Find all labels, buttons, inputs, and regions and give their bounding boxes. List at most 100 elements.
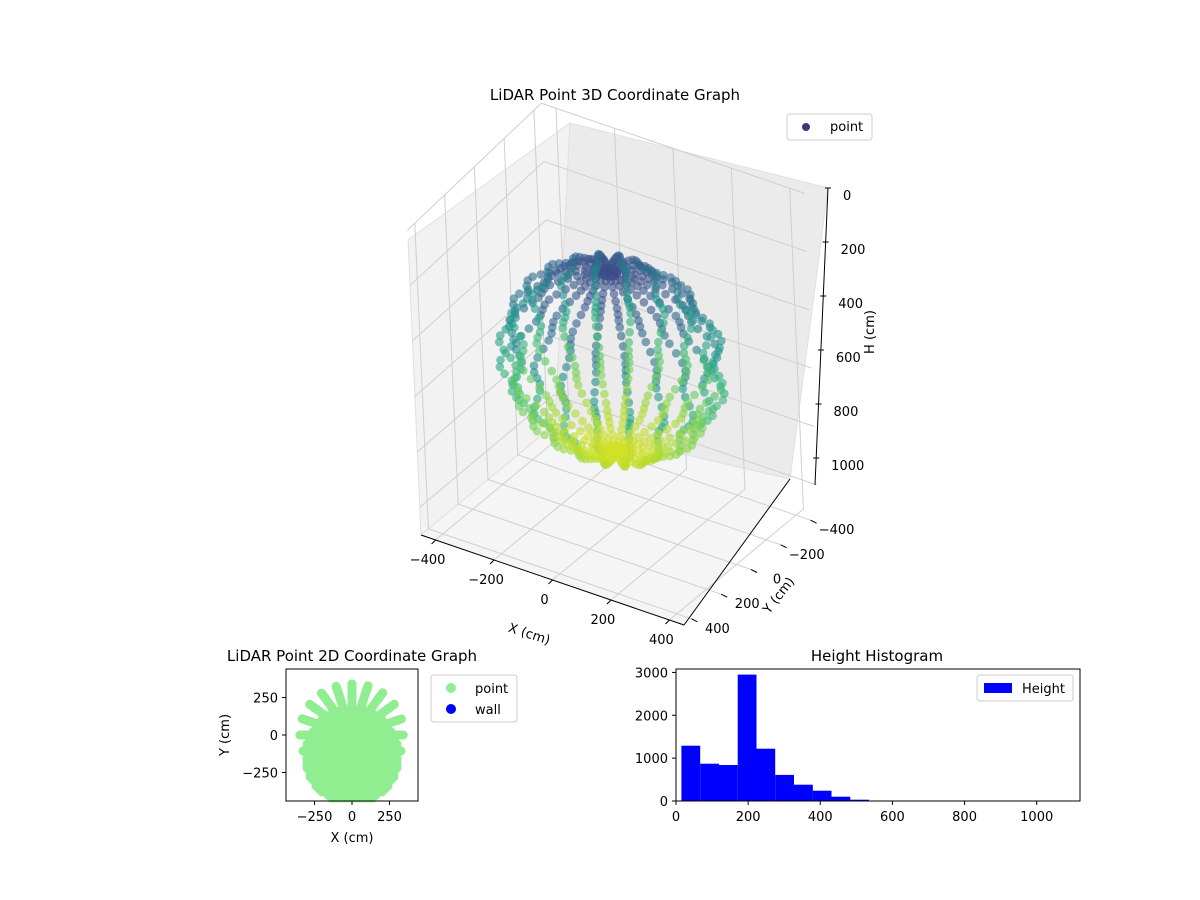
data-point-3d bbox=[560, 427, 569, 436]
y-axis-line bbox=[683, 478, 791, 626]
chart-2d-title: LiDAR Point 2D Coordinate Graph bbox=[227, 647, 477, 665]
data-point-3d bbox=[654, 429, 663, 439]
data-point-3d bbox=[536, 270, 546, 279]
data-point-3d bbox=[705, 319, 714, 328]
y-tick-label-3d: −200 bbox=[789, 548, 825, 563]
data-point-3d bbox=[665, 392, 674, 402]
legend-2d: point wall bbox=[430, 674, 518, 723]
data-point-3d bbox=[717, 336, 726, 346]
data-point-3d bbox=[677, 376, 686, 386]
y-tick-mark-3d bbox=[691, 618, 698, 623]
data-point-3d bbox=[681, 436, 690, 446]
data-point-3d bbox=[699, 355, 708, 365]
data-point-3d bbox=[558, 414, 567, 424]
data-point-3d bbox=[641, 337, 651, 347]
data-point-3d bbox=[660, 310, 669, 319]
x-tick-label-hist: 800 bbox=[952, 810, 977, 825]
data-point-3d bbox=[625, 327, 634, 337]
data-point-3d bbox=[631, 422, 640, 431]
z-axis-line bbox=[814, 187, 829, 486]
data-point-3d bbox=[554, 259, 564, 268]
data-point-3d bbox=[541, 391, 551, 400]
data-point-3d bbox=[603, 406, 612, 415]
z-tick-label-3d: 200 bbox=[841, 243, 866, 258]
legend-2d-marker-point bbox=[446, 683, 456, 693]
z-tick-label-3d: 0 bbox=[843, 189, 851, 204]
data-point-3d bbox=[558, 394, 568, 403]
x-tick-label-3d: 200 bbox=[591, 613, 616, 628]
data-point-3d bbox=[683, 361, 692, 370]
data-point-3d bbox=[624, 365, 634, 375]
x-tick-label-2d: −250 bbox=[297, 810, 333, 825]
z-tick-label-3d: 800 bbox=[834, 405, 859, 420]
data-point-3d bbox=[560, 332, 569, 341]
data-point-3d bbox=[714, 371, 724, 381]
data-point-3d bbox=[621, 393, 630, 403]
data-point-3d bbox=[524, 324, 534, 333]
histogram-title: Height Histogram bbox=[811, 647, 943, 665]
data-point-3d bbox=[590, 388, 599, 397]
data-point-2d bbox=[389, 730, 399, 740]
data-point-3d bbox=[563, 401, 573, 410]
y-tick-label-3d: −400 bbox=[819, 523, 855, 538]
data-point-3d bbox=[703, 375, 713, 385]
data-point-3d bbox=[536, 321, 546, 331]
data-point-3d bbox=[683, 397, 693, 407]
data-point-3d bbox=[507, 342, 516, 351]
x-tick-mark-3d bbox=[606, 599, 612, 605]
data-point-3d bbox=[702, 341, 711, 350]
data-point-3d bbox=[702, 398, 711, 408]
x-axis-label-3d: X (cm) bbox=[506, 621, 552, 649]
data-point-3d bbox=[638, 329, 647, 338]
x-tick-label-hist: 400 bbox=[808, 810, 833, 825]
data-point-3d bbox=[535, 383, 544, 393]
y-tick-label-2d: −250 bbox=[242, 767, 278, 782]
grid-line-z bbox=[411, 219, 810, 342]
data-point-3d bbox=[647, 422, 656, 431]
x-tick-label-3d: 400 bbox=[649, 633, 674, 648]
data-point-3d bbox=[609, 289, 619, 299]
data-point-3d bbox=[544, 295, 554, 304]
data-point-3d bbox=[617, 425, 626, 434]
data-point-3d bbox=[512, 303, 521, 313]
x-axis-label-2d: X (cm) bbox=[331, 831, 374, 846]
grid-line-z bbox=[409, 160, 807, 287]
points-3d bbox=[495, 249, 729, 472]
legend-histogram-box bbox=[976, 674, 1074, 702]
data-point-3d bbox=[582, 398, 591, 408]
data-point-3d bbox=[531, 401, 541, 410]
ticks-histogram: 0 200 400 600 800 1000 0 1000 2000 3000 bbox=[635, 666, 1053, 825]
data-point-3d bbox=[512, 367, 521, 377]
data-point-3d bbox=[506, 353, 515, 363]
x-tick-label-3d: −200 bbox=[468, 573, 504, 588]
data-point-3d bbox=[548, 259, 557, 269]
z-tick-label-3d: 400 bbox=[838, 297, 863, 312]
data-point-3d bbox=[625, 358, 634, 367]
data-point-3d bbox=[671, 439, 681, 448]
data-point-3d bbox=[646, 433, 655, 443]
x-tick-mark-3d bbox=[489, 559, 495, 565]
data-point-3d bbox=[513, 386, 523, 396]
data-point-3d bbox=[572, 319, 581, 328]
histogram-bar bbox=[756, 748, 776, 801]
data-point-3d bbox=[495, 331, 505, 340]
chart-3d: −400 −200 0 200 400 −400 −200 0 200 400 0 200 400 600… bbox=[407, 86, 878, 648]
y-tick-mark-3d bbox=[780, 544, 788, 549]
data-point-3d bbox=[598, 289, 608, 299]
data-point-3d bbox=[656, 328, 666, 337]
data-point-3d bbox=[665, 339, 674, 349]
legend-histogram-label: Height bbox=[1022, 682, 1065, 697]
data-point-3d bbox=[662, 399, 671, 409]
data-point-3d bbox=[611, 297, 620, 306]
data-point-3d bbox=[615, 431, 625, 441]
data-point-3d bbox=[569, 280, 579, 290]
data-point-3d bbox=[518, 407, 528, 417]
data-point-3d bbox=[552, 290, 561, 299]
data-point-3d bbox=[568, 327, 578, 337]
data-point-3d bbox=[622, 384, 632, 393]
data-point-3d bbox=[527, 413, 536, 423]
data-point-3d bbox=[651, 275, 661, 284]
data-point-3d bbox=[574, 381, 583, 390]
y-tick-label-3d: 0 bbox=[773, 573, 781, 588]
grid-line-z bbox=[407, 102, 805, 231]
